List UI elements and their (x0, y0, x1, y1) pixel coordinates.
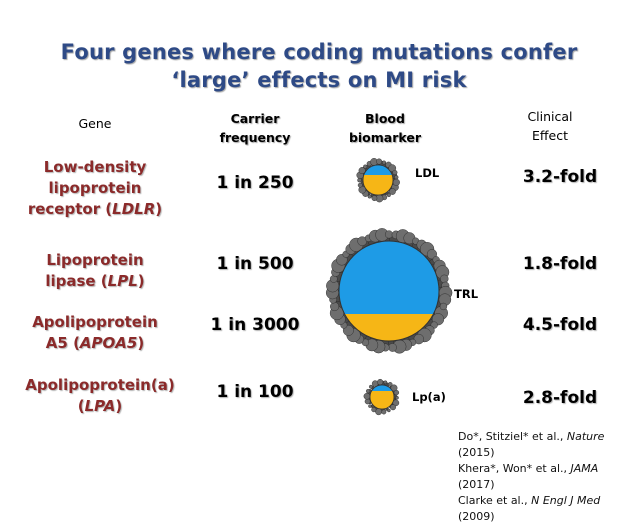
gene-lpa: Apolipoprotein(a) (LPA) (25, 376, 175, 415)
ldl-particle-icon (356, 158, 400, 203)
trl-particle-icon (325, 228, 453, 354)
frequency-ldlr: 1 in 250 (216, 173, 294, 193)
reference-3: Clarke et al., N Engl J Med (2009) (458, 494, 601, 523)
effect-ldlr: 3.2-fold (522, 167, 598, 187)
gene-ldlr: Low-density lipoprotein receptor (LDLR) (27, 158, 163, 218)
header-gene: Gene (78, 116, 112, 131)
title-line-2: ‘large’ effects on MI risk (171, 68, 467, 92)
frequency-lpl: 1 in 500 (216, 254, 294, 274)
title-line-1: Four genes where coding mutations confer (60, 40, 578, 64)
lpa-particle-icon (363, 378, 400, 416)
trl-label: TRL (454, 287, 479, 301)
reference-2: Khera*, Won* et al., JAMA (2017) (458, 462, 599, 491)
effect-apoa5: 4.5-fold (522, 315, 598, 335)
lpa-label: Lp(a) (412, 390, 446, 404)
gene-apoa5: Apolipoprotein A5 (APOA5) (32, 313, 158, 352)
header-blood-biomarker: Blood biomarker (348, 111, 422, 145)
gene-lpl: Lipoprotein lipase (LPL) (45, 251, 145, 290)
frequency-apoa5: 1 in 3000 (210, 315, 300, 335)
reference-1: Do*, Stitziel* et al., Nature (2015) (458, 430, 605, 459)
slide-title: Four genes where coding mutations confer… (0, 38, 638, 94)
ldl-label: LDL (415, 166, 440, 180)
references: Do*, Stitziel* et al., Nature (2015) Khe… (458, 429, 638, 525)
header-carrier-frequency: Carrier frequency (219, 111, 291, 145)
frequency-lpa: 1 in 100 (216, 382, 294, 402)
effect-lpa: 2.8-fold (522, 388, 598, 408)
effect-lpl: 1.8-fold (522, 254, 598, 274)
header-clinical-effect: Clinical Effect (527, 109, 573, 143)
